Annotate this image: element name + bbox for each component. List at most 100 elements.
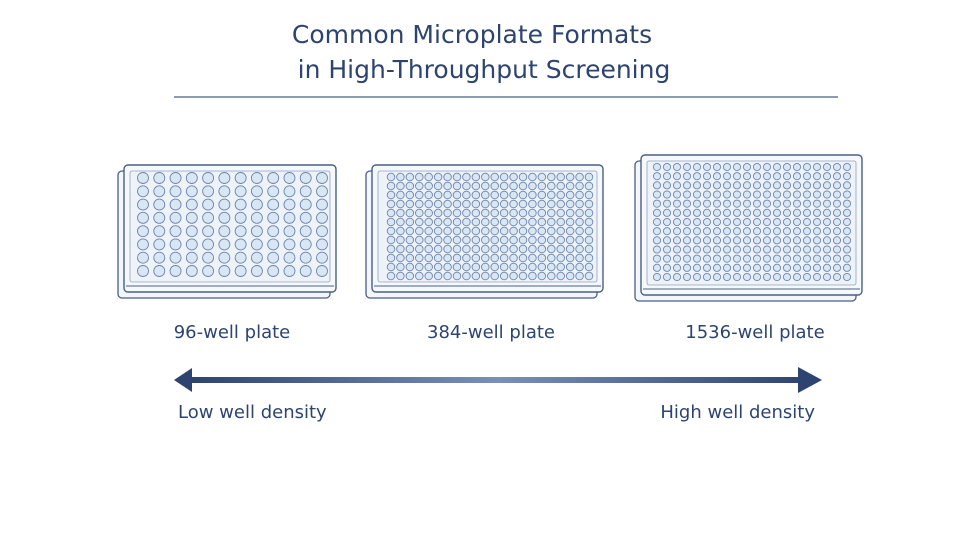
- well: [547, 172, 556, 182]
- well: [556, 208, 565, 218]
- well: [772, 172, 782, 181]
- well: [832, 199, 842, 208]
- well: [471, 217, 481, 227]
- well: [452, 226, 462, 236]
- well: [565, 208, 575, 218]
- well: [575, 271, 584, 281]
- well: [672, 162, 682, 172]
- well: [822, 245, 832, 254]
- well: [137, 172, 149, 184]
- well: [299, 238, 312, 251]
- well: [556, 199, 565, 209]
- well: [832, 227, 842, 236]
- well: [662, 227, 672, 236]
- well: [722, 190, 732, 199]
- low-density-label: Low well density: [178, 402, 327, 423]
- well: [452, 208, 462, 218]
- well: [386, 190, 396, 200]
- well: [169, 238, 182, 251]
- well: [405, 253, 415, 263]
- well: [528, 190, 537, 200]
- well: [250, 172, 263, 184]
- well: [575, 217, 584, 227]
- well: [682, 199, 692, 208]
- well: [762, 181, 772, 190]
- well: [424, 235, 433, 245]
- well: [752, 208, 762, 217]
- well: [433, 244, 443, 254]
- well: [424, 253, 433, 263]
- well: [802, 272, 812, 282]
- well: [405, 244, 415, 254]
- well: [584, 244, 594, 254]
- well: [842, 245, 852, 254]
- well: [822, 172, 832, 181]
- well: [752, 245, 762, 254]
- well: [712, 227, 722, 236]
- well: [702, 245, 712, 254]
- well: [471, 253, 481, 263]
- well: [842, 217, 852, 227]
- well: [832, 245, 842, 254]
- well: [812, 172, 822, 181]
- well: [584, 235, 594, 245]
- well: [452, 190, 462, 200]
- well: [682, 236, 692, 245]
- well: [267, 225, 280, 238]
- well: [742, 254, 752, 263]
- well: [742, 181, 752, 190]
- well: [452, 172, 462, 182]
- well: [802, 227, 812, 236]
- well: [137, 238, 149, 251]
- well: [682, 254, 692, 263]
- well: [565, 262, 575, 272]
- well: [153, 185, 166, 198]
- well: [792, 254, 802, 263]
- well: [250, 225, 263, 238]
- well: [462, 190, 471, 200]
- well: [316, 211, 328, 224]
- well: [722, 199, 732, 208]
- well: [202, 198, 215, 211]
- well: [481, 235, 490, 245]
- well: [415, 172, 424, 182]
- well: [702, 236, 712, 245]
- well: [812, 254, 822, 263]
- well: [732, 162, 742, 172]
- well: [802, 181, 812, 190]
- well: [509, 253, 518, 263]
- well: [772, 272, 782, 282]
- well: [471, 199, 481, 209]
- well: [283, 198, 296, 211]
- well: [471, 262, 481, 272]
- well: [537, 172, 547, 182]
- well: [405, 190, 415, 200]
- well: [752, 254, 762, 263]
- well: [415, 235, 424, 245]
- well: [722, 227, 732, 236]
- well: [202, 211, 215, 224]
- well: [234, 225, 247, 238]
- well: [528, 208, 537, 218]
- well: [396, 226, 405, 236]
- plate-label: 96-well plate: [174, 322, 291, 343]
- well: [556, 226, 565, 236]
- well: [842, 236, 852, 245]
- well: [267, 265, 280, 277]
- well: [732, 272, 742, 282]
- well: [702, 272, 712, 282]
- well: [405, 199, 415, 209]
- well: [672, 181, 682, 190]
- well: [682, 162, 692, 172]
- well: [518, 244, 528, 254]
- well: [283, 225, 296, 238]
- well: [732, 208, 742, 217]
- well: [462, 253, 471, 263]
- well: [802, 199, 812, 208]
- well: [396, 235, 405, 245]
- well: [842, 181, 852, 190]
- well: [742, 245, 752, 254]
- well: [842, 190, 852, 199]
- well: [782, 263, 792, 272]
- well: [299, 265, 312, 277]
